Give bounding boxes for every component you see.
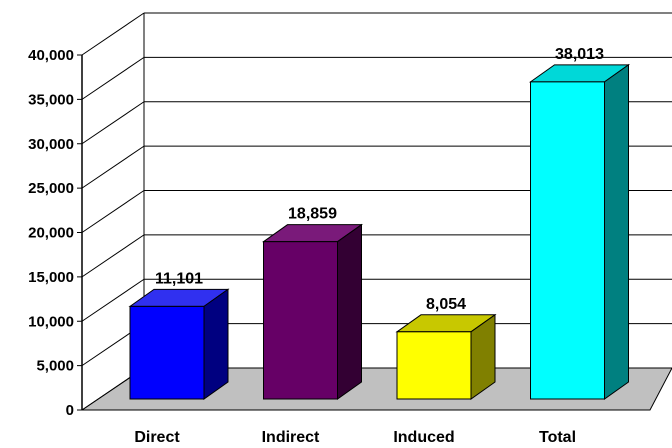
- data-label-direct: 11,101: [155, 270, 203, 287]
- y-tick-label-8: 40,000: [28, 47, 74, 64]
- bar-indirect: [263, 241, 338, 400]
- y-tick-label-1: 5,000: [36, 358, 74, 375]
- y-tick-label-4: 20,000: [28, 225, 74, 242]
- gridline-side-2: [81, 278, 145, 322]
- y-tick-label-2: 10,000: [28, 313, 74, 330]
- bar-total: [530, 81, 605, 400]
- y-tick-label-3: 15,000: [28, 269, 74, 286]
- data-label-total: 38,013: [555, 46, 604, 63]
- bar-side-total: [604, 63, 629, 400]
- category-label-total: Total: [539, 429, 576, 446]
- gridline-side-3: [81, 234, 145, 278]
- gridline-side-6: [81, 101, 145, 145]
- data-label-indirect: 18,859: [288, 206, 337, 223]
- gridline-side-7: [81, 56, 145, 100]
- data-label-induced: 8,054: [426, 296, 466, 313]
- category-label-indirect: Indirect: [262, 429, 320, 446]
- category-label-direct: Direct: [134, 429, 180, 446]
- bar-direct: [129, 305, 205, 400]
- y-tick-label-5: 25,000: [28, 180, 74, 197]
- bar-side-indirect: [337, 223, 362, 400]
- y-tick-label-7: 35,000: [28, 91, 74, 108]
- category-label-induced: Induced: [393, 429, 454, 446]
- y-tick-label-0: 0: [66, 402, 74, 419]
- gridline-side-4: [81, 190, 145, 233]
- bar-side-direct: [203, 288, 229, 400]
- gridline-side-5: [81, 145, 145, 189]
- bar-induced: [396, 331, 472, 400]
- gridline-side-8: [81, 12, 145, 56]
- y-tick-label-6: 30,000: [28, 136, 74, 153]
